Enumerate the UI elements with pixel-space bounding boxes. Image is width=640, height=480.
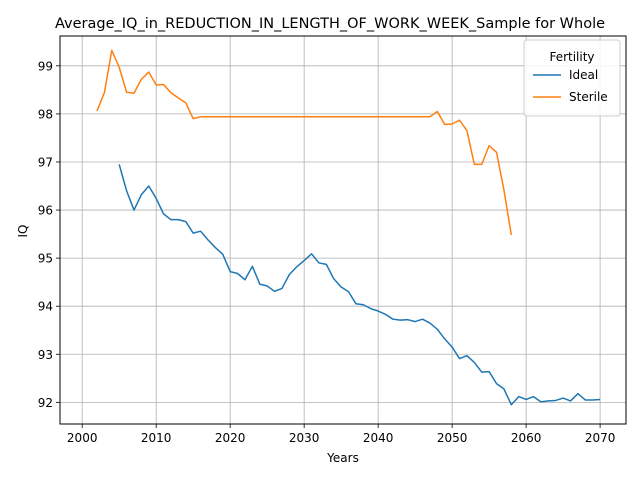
y-tick-label: 97: [38, 155, 53, 169]
legend: Fertility Ideal Sterile: [523, 39, 621, 117]
y-tick-label: 98: [38, 107, 53, 121]
x-tick-label: 2050: [437, 431, 468, 445]
x-tick-label: 2020: [215, 431, 246, 445]
x-tick-label: 2060: [511, 431, 542, 445]
y-tick-label: 96: [38, 204, 53, 218]
series-line-ideal: [118, 164, 601, 406]
y-axis-label: IQ: [16, 225, 30, 238]
series-lines: [96, 49, 601, 406]
x-tick-label: 2010: [141, 431, 172, 445]
y-axis-ticks: 92 93 94 95 96 97 98 99: [38, 59, 60, 410]
x-tick-label: 2040: [363, 431, 394, 445]
legend-entries: Ideal Sterile: [533, 68, 608, 104]
legend-title: Fertility: [549, 50, 594, 64]
y-tick-label: 94: [38, 300, 53, 314]
y-tick-label: 95: [38, 252, 53, 266]
x-tick-label: 2000: [67, 431, 98, 445]
x-tick-label: 2030: [289, 431, 320, 445]
x-axis-label: Years: [326, 451, 359, 465]
y-tick-label: 99: [38, 59, 53, 73]
legend-label-ideal: Ideal: [569, 68, 598, 82]
y-tick-label: 92: [38, 396, 53, 410]
legend-label-sterile: Sterile: [569, 90, 608, 104]
chart-title: Average_IQ_in_REDUCTION_IN_LENGTH_OF_WOR…: [55, 16, 605, 32]
plot-frame: [59, 35, 627, 425]
x-tick-label: 2070: [585, 431, 616, 445]
x-axis-ticks: 2000 2010 2020 2030 2040 2050 2060 2070: [67, 424, 615, 445]
series-line-sterile: [96, 49, 513, 236]
y-tick-label: 93: [38, 348, 53, 362]
